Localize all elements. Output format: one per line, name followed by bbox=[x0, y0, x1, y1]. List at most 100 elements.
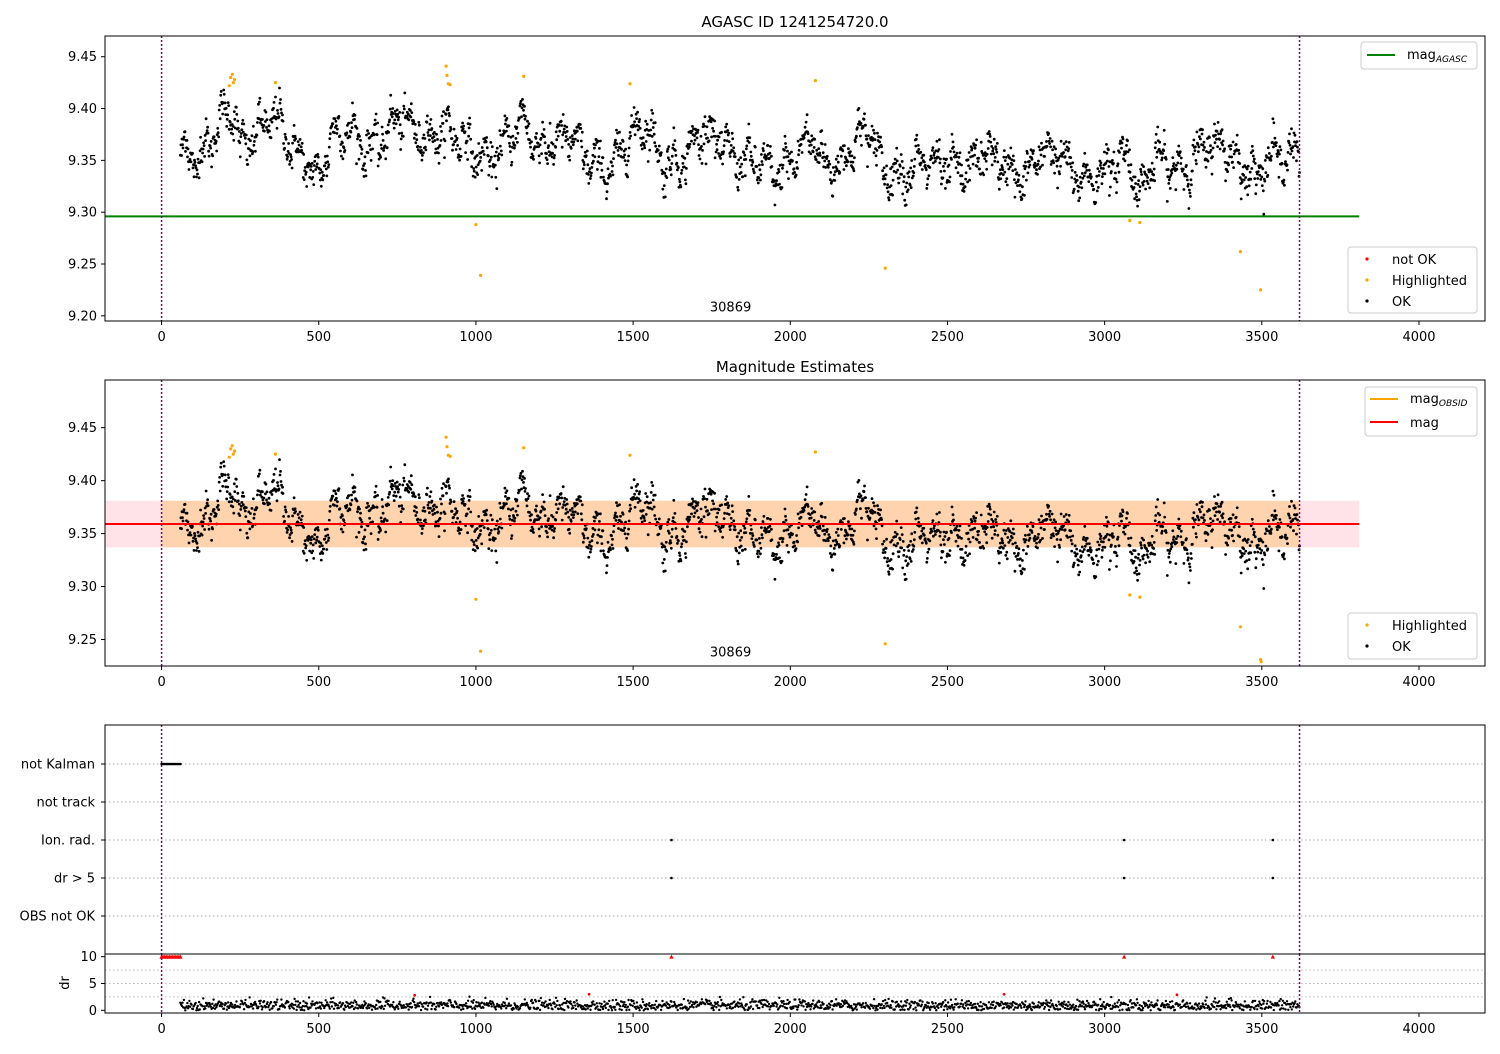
ok-point bbox=[356, 138, 359, 141]
ok-point bbox=[643, 519, 646, 522]
highlighted-point bbox=[233, 78, 236, 81]
ok-point bbox=[268, 497, 271, 500]
ok-point bbox=[479, 156, 482, 159]
ok-point bbox=[600, 176, 603, 179]
ok-point bbox=[1148, 544, 1151, 547]
ok-point bbox=[723, 144, 726, 147]
ok-point bbox=[468, 127, 471, 130]
ok-point bbox=[391, 479, 394, 482]
flag-point bbox=[670, 877, 673, 880]
ok-point bbox=[926, 177, 929, 180]
dr-point bbox=[276, 998, 278, 1000]
ok-point bbox=[329, 505, 332, 508]
ok-point bbox=[854, 513, 857, 516]
ok-point bbox=[1100, 535, 1103, 538]
ok-point bbox=[409, 488, 412, 491]
ok-point bbox=[1115, 551, 1118, 554]
ok-point bbox=[836, 528, 839, 531]
highlighted-point bbox=[1239, 250, 1242, 253]
ok-point bbox=[1096, 167, 1099, 170]
ok-point bbox=[211, 154, 214, 157]
ok-point bbox=[1048, 515, 1051, 518]
ok-point bbox=[321, 544, 324, 547]
ok-point bbox=[526, 505, 529, 508]
ok-point bbox=[617, 154, 620, 157]
ok-point bbox=[211, 528, 214, 531]
ok-point bbox=[1136, 579, 1139, 582]
ok-point bbox=[256, 121, 259, 124]
ok-point bbox=[596, 168, 599, 171]
ok-point bbox=[263, 124, 266, 127]
ok-point bbox=[1016, 545, 1019, 548]
ok-point bbox=[252, 497, 255, 500]
ok-point bbox=[1118, 171, 1121, 174]
ok-point bbox=[1275, 141, 1278, 144]
ok-point bbox=[910, 159, 913, 162]
ok-point bbox=[1076, 553, 1079, 556]
ok-point bbox=[415, 506, 418, 509]
ok-point bbox=[1163, 129, 1166, 132]
ok-point bbox=[907, 176, 910, 179]
ok-point bbox=[958, 529, 961, 532]
ok-point bbox=[206, 498, 209, 501]
ok-point bbox=[397, 488, 400, 491]
ok-point bbox=[1135, 570, 1138, 573]
ok-point bbox=[913, 538, 916, 541]
ok-point bbox=[325, 175, 328, 178]
y-tick-label: 9.40 bbox=[68, 474, 97, 489]
ok-point bbox=[1226, 170, 1229, 173]
ok-point bbox=[1025, 552, 1028, 555]
ok-point bbox=[714, 508, 717, 511]
ok-point bbox=[235, 113, 238, 116]
dr-point bbox=[356, 1003, 358, 1005]
ok-point bbox=[777, 168, 780, 171]
ok-point bbox=[1219, 148, 1222, 151]
ok-point bbox=[1191, 170, 1194, 173]
ok-point bbox=[624, 159, 627, 162]
ok-point bbox=[436, 511, 439, 514]
ok-point bbox=[1009, 519, 1012, 522]
ok-point bbox=[901, 567, 904, 570]
dr-point bbox=[302, 1000, 304, 1002]
ok-point bbox=[697, 501, 700, 504]
ok-point bbox=[387, 504, 390, 507]
ok-point bbox=[1088, 542, 1091, 545]
ok-point bbox=[606, 182, 609, 185]
ok-point bbox=[376, 122, 379, 125]
ok-point bbox=[1136, 205, 1139, 208]
ok-point bbox=[322, 174, 325, 177]
ok-point bbox=[771, 165, 774, 168]
dr-point bbox=[352, 1002, 354, 1004]
ok-point bbox=[580, 512, 583, 515]
ok-point bbox=[496, 520, 499, 523]
ok-point bbox=[1288, 141, 1291, 144]
ok-point bbox=[1124, 533, 1127, 536]
ok-point bbox=[838, 544, 841, 547]
dr-point bbox=[375, 1004, 377, 1006]
ok-point bbox=[194, 161, 197, 164]
magnitude-obsid-annotation: 30869 bbox=[710, 645, 751, 660]
ok-point bbox=[1022, 549, 1025, 552]
ok-point bbox=[272, 107, 275, 110]
ok-point bbox=[1186, 552, 1189, 555]
ok-point bbox=[485, 136, 488, 139]
ok-point bbox=[246, 163, 249, 166]
ok-point bbox=[206, 126, 209, 129]
ok-point bbox=[1137, 553, 1140, 556]
ok-point bbox=[690, 513, 693, 516]
ok-point bbox=[314, 542, 317, 545]
ok-point bbox=[987, 520, 990, 523]
ok-point bbox=[907, 188, 910, 191]
ok-point bbox=[495, 561, 498, 564]
dr-point bbox=[294, 1004, 296, 1006]
ok-point bbox=[414, 123, 417, 126]
ok-point bbox=[195, 176, 198, 179]
ok-point bbox=[1253, 158, 1256, 161]
ok-point bbox=[895, 545, 898, 548]
ok-point bbox=[675, 527, 678, 530]
ok-point bbox=[706, 509, 709, 512]
ok-point bbox=[614, 139, 617, 142]
ok-point bbox=[1115, 178, 1118, 181]
ok-point bbox=[192, 167, 195, 170]
ok-point bbox=[1279, 518, 1282, 521]
